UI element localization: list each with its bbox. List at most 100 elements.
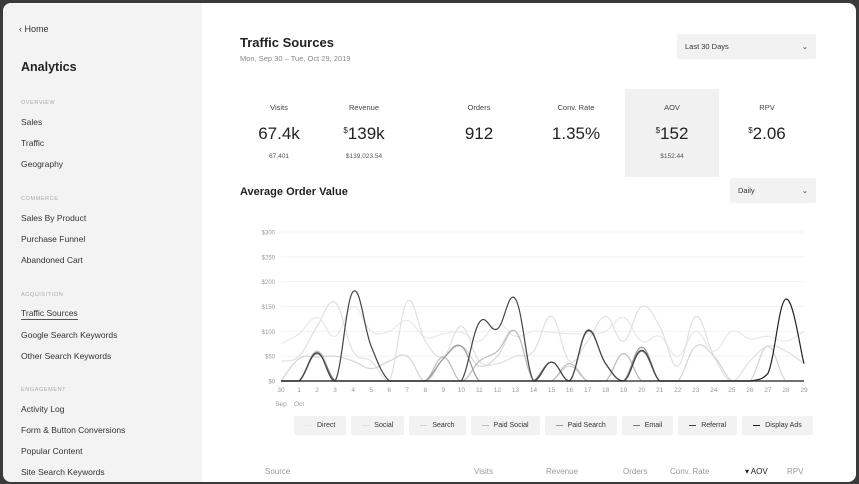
metric-number: 1.35% <box>551 124 601 143</box>
column-header-revenue[interactable]: Revenue <box>546 467 579 476</box>
sidebar-item-site-search-keywords[interactable]: Site Search Keywords <box>21 467 105 477</box>
sidebar-item-abandoned-cart[interactable]: Abandoned Cart <box>21 255 83 265</box>
sidebar-item-form-button-conversions[interactable]: Form & Button Conversions <box>21 425 126 435</box>
sidebar-item-activity-log[interactable]: Activity Log <box>21 404 65 414</box>
x-tick-label: 30 <box>277 387 285 394</box>
y-tick-label: $0 <box>268 380 275 386</box>
interval-value: Daily <box>738 186 755 195</box>
x-tick-label: 27 <box>764 387 772 394</box>
legend-item-referral[interactable]: Referral <box>678 416 738 435</box>
metric-number: 2.06 <box>752 124 786 143</box>
x-tick-label: 19 <box>620 387 628 394</box>
home-link[interactable]: ‹ Home <box>19 24 49 34</box>
legend-swatch <box>305 424 312 427</box>
metric-label: Visits <box>270 103 288 112</box>
metric-number: 912 <box>464 124 494 143</box>
sidebar-item-traffic[interactable]: Traffic <box>21 138 45 148</box>
legend-label: Referral <box>701 422 727 429</box>
column-header-rpv[interactable]: RPV <box>787 467 804 476</box>
sidebar-item-sales-by-product[interactable]: Sales By Product <box>21 213 87 223</box>
legend-label: Social <box>374 422 394 429</box>
x-month-label: Sep <box>275 401 287 408</box>
x-tick-label: 11 <box>476 387 483 394</box>
x-tick-label: 9 <box>441 387 445 394</box>
y-tick-label: $100 <box>262 330 276 336</box>
x-tick-label: 25 <box>728 387 736 394</box>
legend-label: Direct <box>317 422 336 429</box>
column-label: AOV <box>750 467 768 476</box>
column-header-conv-rate[interactable]: Conv. Rate <box>670 467 710 476</box>
sort-desc-icon: ▾ <box>745 467 751 476</box>
x-tick-label: 3 <box>333 387 337 394</box>
metric-label: Conv. Rate <box>557 103 595 112</box>
x-tick-label: 10 <box>458 387 466 394</box>
chevron-down-icon: ⌄ <box>801 42 808 51</box>
sidebar-item-purchase-funnel[interactable]: Purchase Funnel <box>21 234 86 244</box>
metric-conv-rate[interactable]: Conv. Rate 1.35% <box>529 89 623 177</box>
metric-rpv[interactable]: RPV $2.06 <box>720 89 814 177</box>
x-tick-label: 22 <box>674 387 682 394</box>
legend-item-paid-search[interactable]: Paid Search <box>544 416 617 435</box>
y-tick-label: $250 <box>262 255 276 261</box>
sidebar-section-heading: ACQUISITION <box>21 292 64 298</box>
column-header-visits[interactable]: Visits <box>474 467 493 476</box>
metric-detail: 67,401 <box>269 153 289 160</box>
sidebar: ‹ Home Analytics OVERVIEW Sales Traffic Geo… <box>3 3 202 482</box>
chevron-left-icon: ‹ <box>19 24 25 34</box>
legend-item-email[interactable]: Email <box>621 416 674 435</box>
y-tick-label: $200 <box>262 280 276 286</box>
legend-item-paid-social[interactable]: Paid Social <box>470 416 540 435</box>
legend-item-social[interactable]: Social <box>351 416 405 435</box>
x-tick-label: 12 <box>494 387 502 394</box>
sidebar-item-traffic-sources[interactable]: Traffic Sources <box>21 308 78 320</box>
home-label: Home <box>24 24 49 34</box>
metric-orders[interactable]: Orders 912 <box>432 89 526 177</box>
legend-label: Display Ads <box>765 422 802 429</box>
legend-swatch <box>362 424 370 427</box>
interval-select[interactable]: Daily ⌄ <box>730 178 816 203</box>
currency-prefix: $ <box>655 126 661 135</box>
sidebar-item-popular-content[interactable]: Popular Content <box>21 446 83 456</box>
series-line-paid-search <box>280 344 804 382</box>
column-header-source[interactable]: Source <box>265 467 291 476</box>
sidebar-section-heading: COMMERCE <box>21 196 59 202</box>
legend-item-direct[interactable]: Direct <box>294 416 347 435</box>
sidebar-item-sales[interactable]: Sales <box>21 117 43 127</box>
main-content: Traffic Sources Mon, Sep 30 – Tue, Oct 2… <box>202 3 856 482</box>
currency-prefix: $ <box>343 126 348 135</box>
x-tick-label: 17 <box>584 387 592 394</box>
column-header-orders[interactable]: Orders <box>623 467 648 476</box>
legend-item-search[interactable]: Search <box>409 416 466 435</box>
legend-swatch <box>689 424 697 427</box>
series-line-display-ads <box>280 298 805 382</box>
column-header-aov[interactable]: ▾ AOV <box>745 467 768 476</box>
metric-visits[interactable]: Visits 67.4k 67,401 <box>232 89 326 177</box>
x-tick-label: 1 <box>297 387 301 394</box>
x-tick-label: 13 <box>512 387 520 394</box>
metric-label: AOV <box>664 103 680 112</box>
metric-value: $139k <box>317 124 411 144</box>
metric-value: $152 <box>625 124 719 144</box>
sidebar-item-geography[interactable]: Geography <box>21 159 64 169</box>
sidebar-item-other-search-keywords[interactable]: Other Search Keywords <box>21 351 112 361</box>
sidebar-item-google-search-keywords[interactable]: Google Search Keywords <box>21 330 118 340</box>
y-tick-label: $150 <box>262 305 276 311</box>
metric-revenue[interactable]: Revenue $139k $139,023.54 <box>317 89 411 177</box>
x-tick-label: 8 <box>423 387 427 394</box>
date-range-select[interactable]: Last 30 Days ⌄ <box>677 34 816 59</box>
chart-title: Average Order Value <box>240 186 348 198</box>
metric-detail: $139,023.54 <box>345 153 383 160</box>
metric-aov[interactable]: AOV $152 $152.44 <box>625 89 719 177</box>
y-tick-label: $50 <box>265 355 276 361</box>
legend-swatch <box>420 424 428 427</box>
metric-value: 1.35% <box>529 124 623 144</box>
x-tick-label: 18 <box>602 387 610 394</box>
x-tick-label: 5 <box>369 387 373 394</box>
x-tick-label: 16 <box>566 387 574 394</box>
legend-item-display-ads[interactable]: Display Ads <box>742 416 813 435</box>
series-line-referral <box>280 290 804 382</box>
legend-label: Paid Social <box>493 422 529 429</box>
date-range-value: Last 30 Days <box>685 42 729 51</box>
legend-swatch <box>555 424 563 427</box>
